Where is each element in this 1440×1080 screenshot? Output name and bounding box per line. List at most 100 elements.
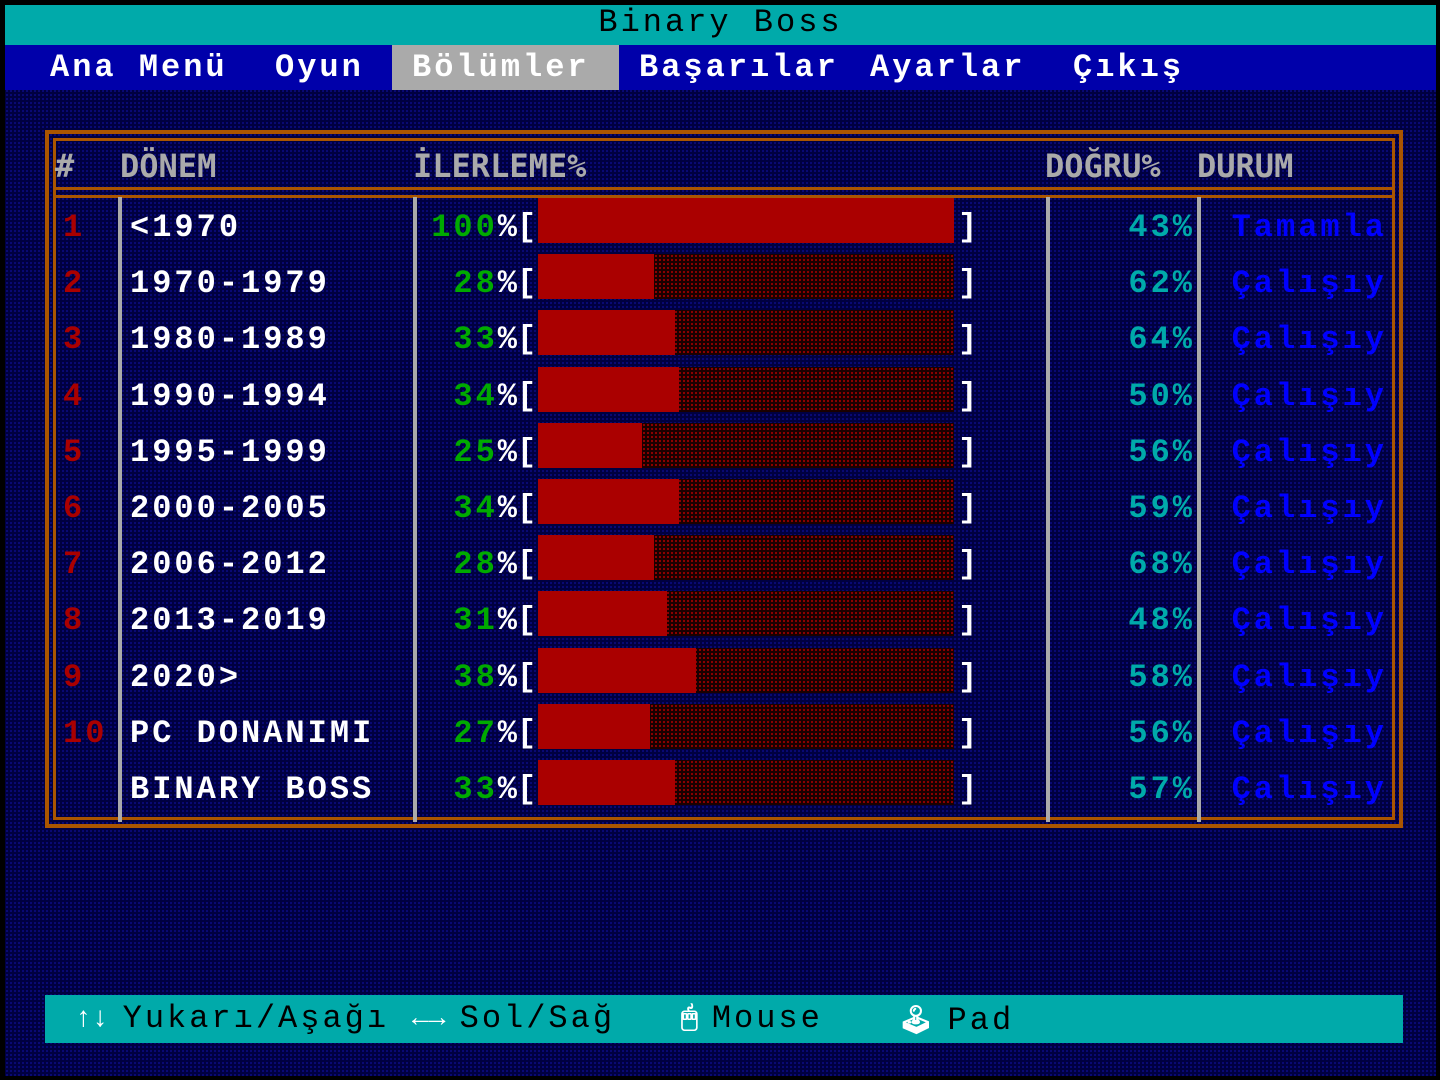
table-row[interactable]: 1 <1970 100% [ ] 43% Tamamla: [5, 198, 1440, 254]
period-label: BINARY BOSS: [130, 771, 375, 808]
status-label: Çalışıy: [1231, 658, 1387, 696]
progress-bar: [538, 198, 954, 243]
progress-bar-fill: [538, 591, 667, 637]
table-row[interactable]: 10 PC DONANIMI 27% [ ] 56% Çalışıy: [5, 703, 1440, 760]
bar-right-bracket: ]: [958, 377, 981, 415]
bar-left-bracket: [: [517, 377, 540, 415]
progress-bar-fill: [538, 535, 655, 581]
bar-left-bracket: [: [517, 771, 540, 808]
status-label: Tamamla: [1231, 209, 1387, 246]
table-row[interactable]: 4 1990-1994 34% [ ] 50% Çalışıy: [5, 366, 1440, 423]
accuracy-value: 56: [1128, 433, 1173, 471]
progress-percent: 33%: [453, 774, 520, 806]
progress-percent: 25%: [453, 436, 520, 469]
table-row[interactable]: 8 2013-2019 31% [ ] 48% Çalışıy: [5, 591, 1440, 647]
period-label: 2020>: [130, 658, 242, 696]
row-number: 2: [63, 265, 86, 303]
hint-label: Yukarı/Aşağı: [122, 1000, 390, 1037]
progress-bar-fill: [538, 254, 655, 300]
accuracy-percent: 68%: [1128, 546, 1195, 584]
table-row[interactable]: 6 2000-2005 34% [ ] 59% Çalışıy: [5, 479, 1440, 535]
hint-up-down-arrows: ↑↓ Yukarı/Aşağı: [75, 1003, 389, 1035]
status-label: Çalışıy: [1231, 602, 1387, 640]
table-row[interactable]: 3 1980-1989 33% [ ] 64% Çalışıy: [5, 310, 1440, 366]
menu-item-label: Çıkış: [1073, 48, 1185, 86]
header-period: DÖNEM: [120, 147, 217, 185]
accuracy-value: 58: [1128, 658, 1173, 696]
levels-table: [45, 130, 1403, 828]
title-bar: Binary Boss: [5, 5, 1436, 45]
left-right-arrows-icon: ←→: [412, 1003, 446, 1035]
table-row[interactable]: BINARY BOSS 33% [ ] 57% Çalışıy: [5, 760, 1440, 816]
table-row[interactable]: 9 2020> 38% [ ] 58% Çalışıy: [5, 647, 1440, 704]
progress-bar-fill: [538, 366, 680, 412]
bar-left-bracket: [: [517, 265, 540, 303]
period-label: PC DONANIMI: [130, 714, 375, 752]
progress-bar: [538, 479, 954, 524]
period-label: <1970: [130, 209, 242, 246]
bar-right-bracket: ]: [958, 546, 981, 584]
progress-bar-fill: [538, 647, 697, 693]
period-label: 2013-2019: [130, 602, 330, 640]
bar-left-bracket: [: [517, 658, 540, 696]
progress-bar-fill: [538, 479, 680, 524]
status-label: Çalışıy: [1231, 771, 1387, 808]
bar-left-bracket: [: [517, 714, 540, 752]
row-number: 7: [63, 546, 86, 584]
header-accuracy: DOĞRU%: [1045, 147, 1161, 185]
percent-sign: %: [497, 771, 520, 808]
menu-bar: Ana Menü Oyun Bölümler Başarılar Ayarlar Çıkı…: [5, 45, 1436, 90]
percent-sign: %: [497, 209, 520, 246]
percent-sign: %: [497, 490, 520, 527]
period-label: 1970-1979: [130, 265, 330, 303]
table-row[interactable]: 5 1995-1999 25% [ ] 56% Çalışıy: [5, 422, 1440, 479]
progress-bar: [538, 703, 954, 749]
menu-item-2[interactable]: Oyun: [255, 45, 384, 90]
progress-percent: 28%: [453, 549, 520, 581]
header-divider: [56, 195, 1392, 198]
bar-left-bracket: [: [517, 321, 540, 359]
accuracy-percent: 57%: [1128, 771, 1195, 808]
table-row[interactable]: 2 1970-1979 28% [ ] 62% Çalışıy: [5, 254, 1440, 310]
hint-label: Sol/Sağ: [459, 1000, 616, 1037]
menu-item-label: Ayarlar: [870, 48, 1026, 86]
accuracy-value: 62: [1128, 265, 1173, 303]
bar-left-bracket: [: [517, 546, 540, 584]
menu-item-4[interactable]: Başarılar: [619, 45, 859, 90]
menu-item-5[interactable]: Ayarlar: [850, 45, 1045, 90]
menu-item-3[interactable]: Bölümler: [392, 45, 619, 90]
menu-item-6[interactable]: Çıkış: [1053, 45, 1204, 90]
progress-bar: [538, 254, 954, 300]
progress-percent: 38%: [453, 661, 520, 694]
table-row[interactable]: 7 2006-2012 28% [ ] 68% Çalışıy: [5, 535, 1440, 591]
progress-value: 28: [453, 265, 498, 303]
game-screen: Binary Boss Ana Menü Oyun Bölümler Başarıla…: [5, 5, 1436, 1076]
accuracy-percent: 48%: [1128, 602, 1195, 640]
progress-percent: 34%: [453, 493, 520, 525]
progress-bar: [538, 535, 954, 581]
progress-value: 31: [453, 602, 498, 640]
progress-percent: 100%: [431, 212, 520, 244]
bar-right-bracket: ]: [958, 714, 981, 752]
bar-left-bracket: [: [517, 602, 540, 640]
status-label: Çalışıy: [1231, 490, 1387, 527]
accuracy-percent: 43%: [1128, 209, 1195, 246]
progress-bar: [538, 760, 954, 805]
progress-bar-fill: [538, 198, 954, 243]
header-divider: [56, 187, 1392, 190]
header-status: DURUM: [1197, 147, 1294, 185]
menu-item-1[interactable]: Ana Menü: [30, 45, 248, 90]
progress-bar-fill: [538, 422, 642, 468]
accuracy-percent: 64%: [1128, 321, 1195, 359]
column-divider: [1197, 197, 1201, 822]
accuracy-value: 59: [1128, 490, 1173, 527]
percent-sign: %: [497, 265, 520, 303]
hint-left-right-arrows: ←→ Sol/Sağ: [412, 1003, 615, 1035]
accuracy-value: 48: [1128, 602, 1173, 640]
mouse-icon: 🖱: [681, 1004, 698, 1035]
progress-bar-fill: [538, 703, 651, 749]
accuracy-percent: 58%: [1128, 658, 1195, 696]
progress-bar: [538, 310, 954, 356]
bar-right-bracket: ]: [958, 602, 981, 640]
header-num: #: [55, 147, 75, 185]
